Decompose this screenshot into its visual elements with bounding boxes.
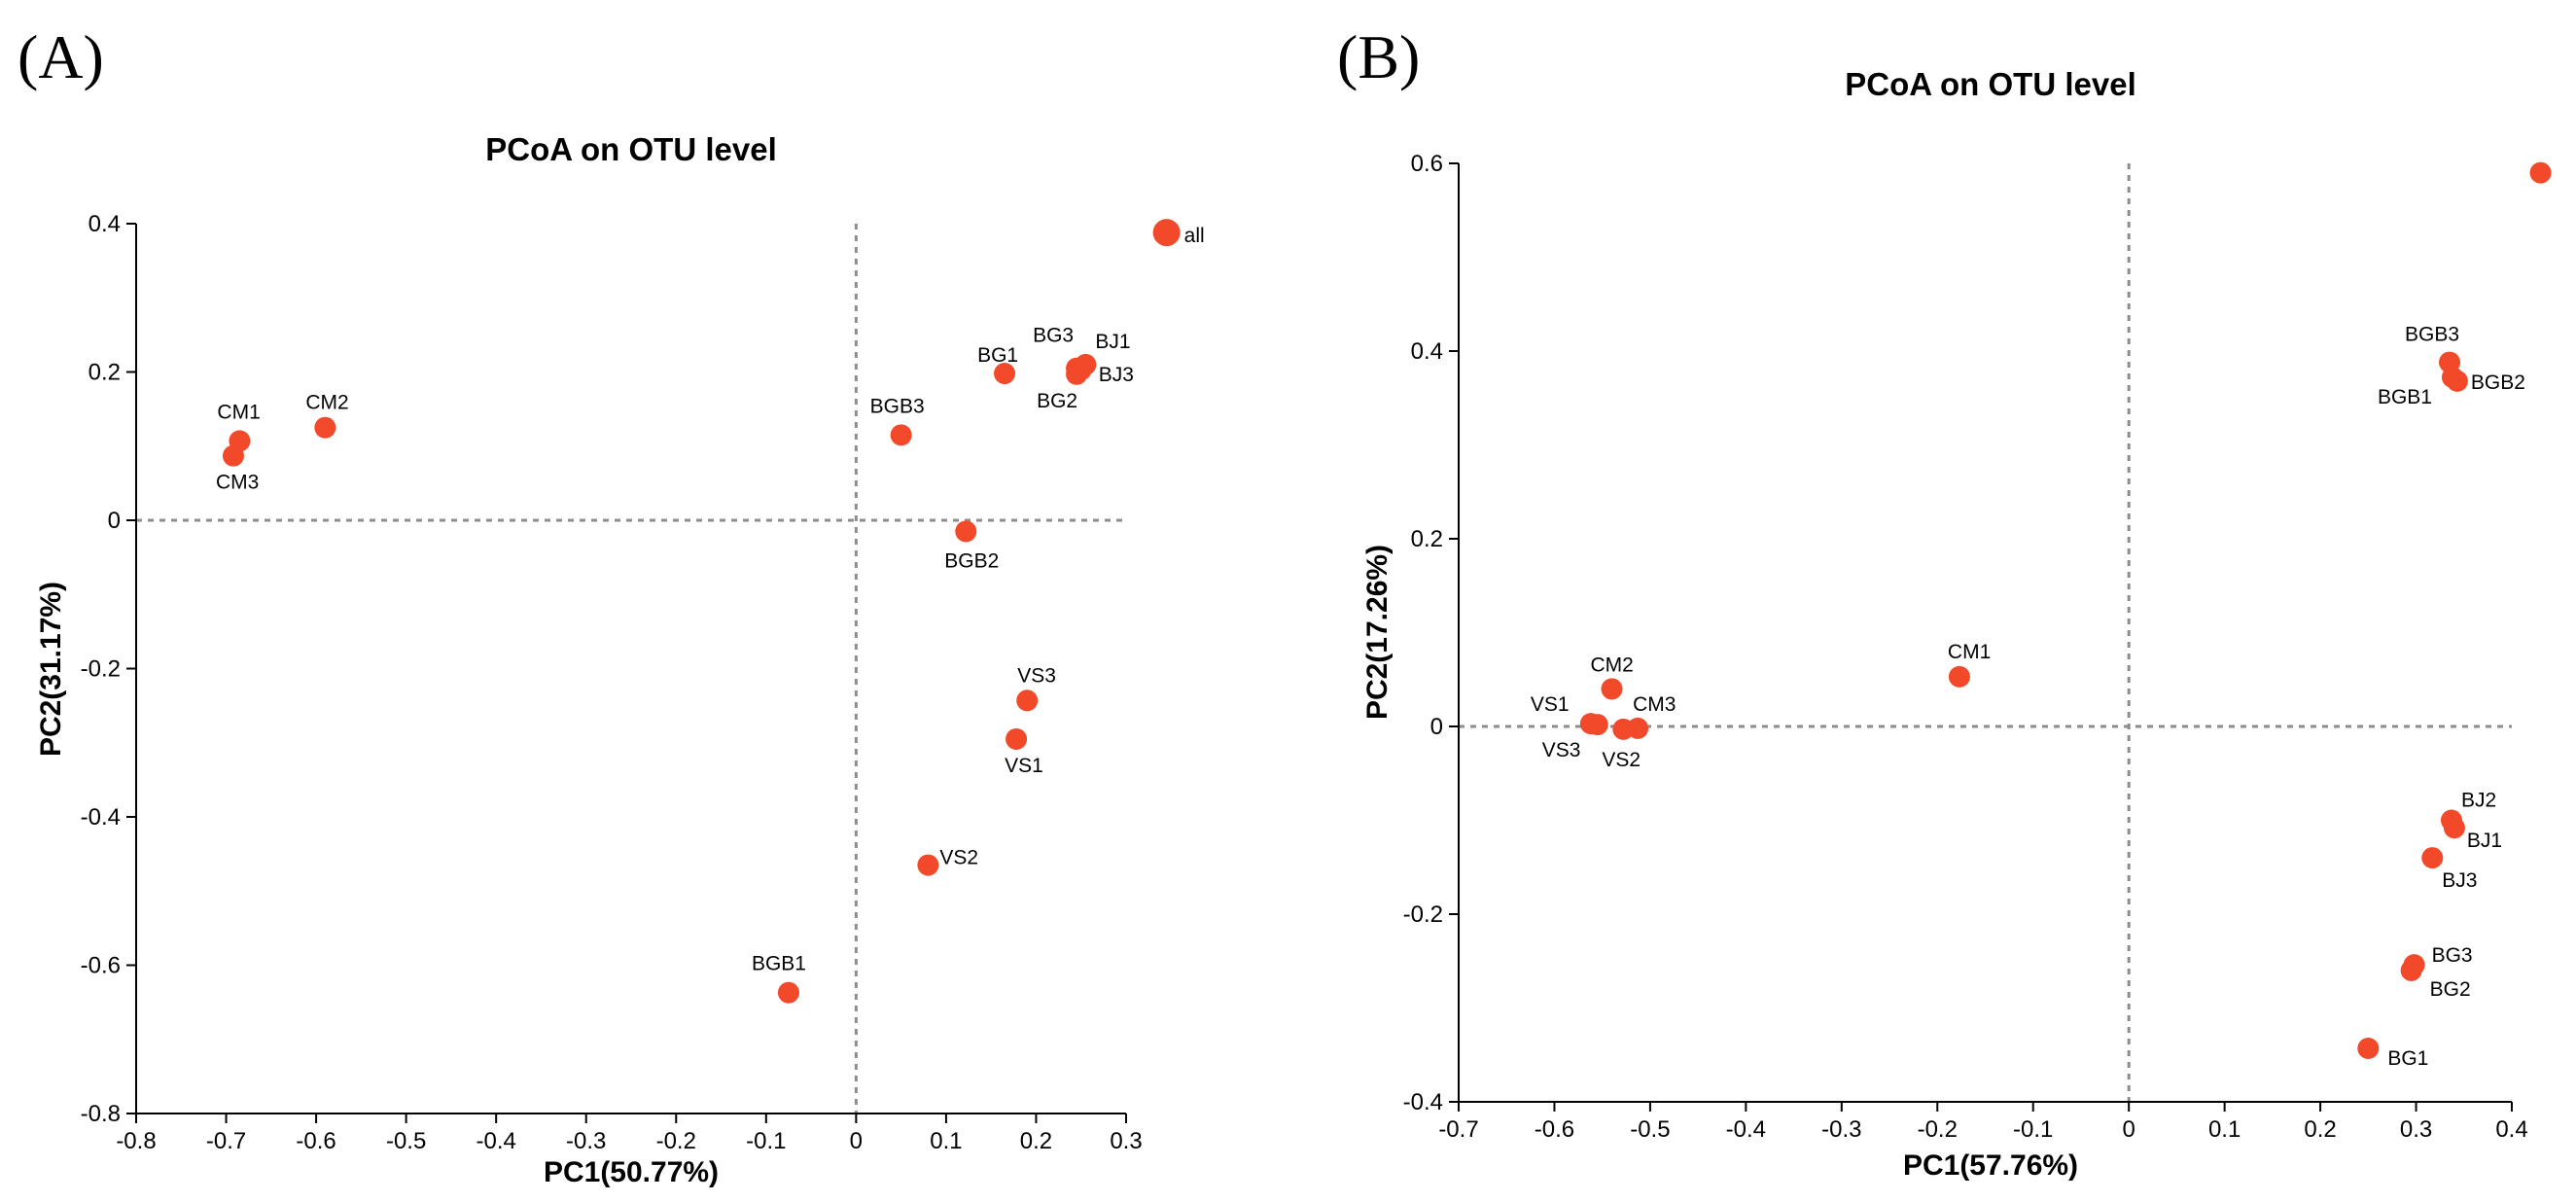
point-label: CM2 — [1591, 654, 1634, 676]
data-point — [890, 424, 912, 446]
data-point — [1066, 363, 1088, 385]
y-tick-label: 0.2 — [1411, 526, 1443, 552]
point-label: BJ2 — [2461, 790, 2496, 812]
point-label: CM3 — [216, 472, 259, 494]
data-point — [1612, 718, 1635, 740]
point-label: CM1 — [217, 401, 260, 423]
data-point — [2421, 847, 2444, 869]
y-tick-label: 0.4 — [88, 211, 121, 237]
panel-a: (A) PCoA on OTU level -0.8 -0.7 -0.6 -0.5 -0.4… — [18, 22, 1205, 1188]
point-label: BG3 — [1033, 325, 1074, 347]
point-label: BG1 — [977, 344, 1018, 367]
point-label: BG1 — [2387, 1047, 2428, 1070]
x-tick-label: -0.3 — [566, 1128, 606, 1154]
x-tick-label: -0.7 — [1438, 1116, 1478, 1143]
point-label: BG2 — [1037, 390, 1077, 412]
x-tick-label: 0.2 — [1020, 1128, 1052, 1154]
y-tick-label: 0.2 — [88, 360, 121, 386]
panel-letter: (B) — [1337, 22, 1420, 91]
data-point — [222, 444, 244, 467]
point-label: BG2 — [2430, 978, 2471, 1001]
x-tick-label: 0.1 — [2208, 1116, 2241, 1143]
point-label: VS2 — [939, 847, 978, 869]
point-label: BGB1 — [2378, 386, 2432, 408]
data-point — [1152, 219, 1181, 247]
data-point — [1586, 714, 1608, 736]
data-point — [314, 416, 336, 439]
y-axis-label: PC2(17.26%) — [1361, 545, 1394, 720]
data-point — [917, 854, 939, 876]
point-label: all — [1184, 225, 1205, 247]
point-label: BJ3 — [2442, 869, 2477, 892]
x-tick-label: -0.3 — [1821, 1116, 1861, 1143]
y-tick-label: -0.2 — [1403, 902, 1443, 928]
x-tick-label: -0.8 — [116, 1128, 156, 1154]
x-tick-label: 0 — [2123, 1116, 2135, 1143]
data-point — [1601, 678, 1623, 700]
point-label: BJ3 — [1099, 364, 1134, 386]
point-label: BGB2 — [944, 549, 999, 572]
y-tick-label: 0.6 — [1411, 151, 1443, 177]
point-label: BGB1 — [752, 953, 806, 975]
data-point — [994, 363, 1016, 385]
y-tick-label: 0.4 — [1411, 338, 1443, 365]
x-axis-label: PC1(50.77%) — [544, 1156, 719, 1188]
data-point — [1948, 665, 1970, 688]
data-point — [2529, 161, 2552, 184]
point-label: VS1 — [1531, 693, 1570, 716]
x-tick-label: -0.7 — [206, 1128, 246, 1154]
x-tick-label: -0.5 — [386, 1128, 426, 1154]
point-label: BJ1 — [1095, 331, 1130, 353]
x-tick-label: -0.2 — [656, 1128, 696, 1154]
y-axis-label: PC2(31.17%) — [35, 582, 67, 757]
y-tick-label: -0.4 — [81, 804, 121, 831]
y-tick-label: -0.6 — [81, 953, 121, 979]
x-tick-label: 0.4 — [2495, 1116, 2527, 1143]
x-tick-label: 0.3 — [1110, 1128, 1142, 1154]
data-point — [1016, 689, 1039, 712]
data-point — [777, 981, 799, 1004]
point-label: CM2 — [305, 392, 348, 414]
point-label: VS1 — [1005, 755, 1043, 777]
y-tick-label: -0.8 — [81, 1101, 121, 1127]
point-label: CM1 — [1948, 641, 1991, 663]
y-tick-label: -0.4 — [1403, 1089, 1443, 1115]
data-point — [2443, 817, 2465, 839]
point-label: VS3 — [1542, 739, 1581, 761]
point-label: BGB3 — [2405, 324, 2459, 346]
x-tick-label: -0.4 — [476, 1128, 516, 1154]
x-tick-label: -0.6 — [1535, 1116, 1574, 1143]
data-point — [955, 520, 977, 543]
point-label: VS2 — [1602, 749, 1641, 771]
point-label: CM3 — [1633, 693, 1676, 716]
x-tick-label: -0.1 — [746, 1128, 786, 1154]
point-label: BG3 — [2432, 944, 2473, 967]
data-point — [2446, 370, 2468, 392]
point-label: BGB3 — [870, 395, 925, 417]
x-tick-label: 0 — [850, 1128, 863, 1154]
x-tick-label: -0.6 — [296, 1128, 335, 1154]
chart-title: PCoA on OTU level — [485, 131, 776, 167]
x-tick-label: -0.4 — [1726, 1116, 1766, 1143]
x-axis-label: PC1(57.76%) — [1903, 1149, 2078, 1182]
x-tick-label: -0.5 — [1630, 1116, 1670, 1143]
data-point — [1006, 727, 1028, 750]
x-tick-label: 0.2 — [2304, 1116, 2336, 1143]
panel-b: (B) PCoA on OTU level -0.7 -0.6 -0.5 -0.4 -0.3… — [1337, 22, 2552, 1182]
x-tick-label: -0.1 — [2013, 1116, 2053, 1143]
y-tick-label: 0 — [1430, 714, 1443, 740]
x-tick-label: -0.2 — [1918, 1116, 1958, 1143]
point-label: BGB2 — [2471, 371, 2525, 394]
y-tick-label: -0.2 — [81, 656, 121, 683]
panel-letter: (A) — [18, 22, 104, 91]
point-label: BJ1 — [2467, 830, 2502, 852]
y-tick-label: 0 — [108, 508, 121, 534]
point-label: VS3 — [1017, 664, 1056, 687]
x-tick-label: 0.1 — [930, 1128, 962, 1154]
data-point — [2357, 1037, 2380, 1059]
chart-title: PCoA on OTU level — [1845, 66, 2135, 102]
x-tick-label: 0.3 — [2400, 1116, 2432, 1143]
data-point — [2400, 959, 2422, 981]
